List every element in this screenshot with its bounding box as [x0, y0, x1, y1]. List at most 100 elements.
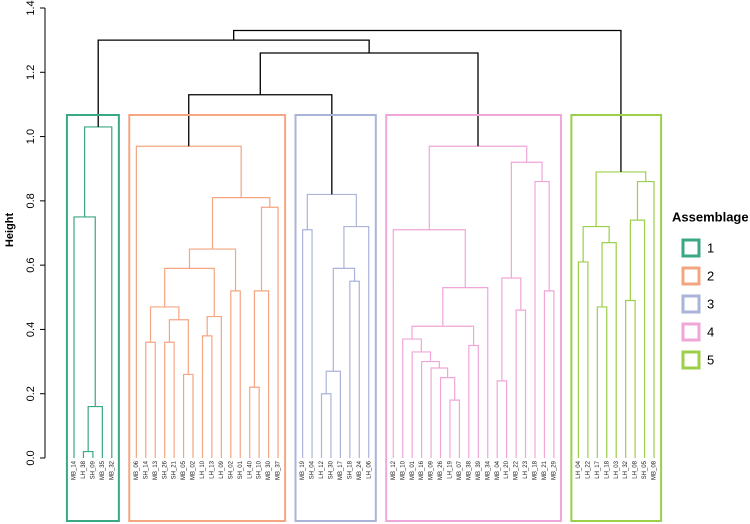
legend-title: Assemblage [672, 209, 749, 224]
leaf-label: MB_37 [276, 460, 282, 480]
y-tick-label: 1.2 [25, 65, 37, 80]
dendrogram-merge [515, 309, 527, 458]
dendrogram-merge [168, 319, 189, 375]
y-axis-label: Height [4, 213, 16, 248]
dendrogram-merge [306, 193, 357, 230]
dendrogram-merge [392, 229, 466, 458]
dendrogram-merge [510, 161, 543, 278]
dendrogram-merge [164, 267, 215, 317]
dendrogram-merge [439, 377, 456, 458]
dendrogram-merge [182, 373, 194, 458]
leaf-label: MB_04 [495, 460, 501, 480]
leaf-label: MB_05 [181, 460, 187, 480]
leaf-label: LH_10 [200, 460, 206, 478]
dendrogram-merge [149, 306, 180, 343]
leaf-label: MB_26 [438, 460, 444, 480]
leaf-label: LH_20 [504, 460, 510, 478]
dendrogram-merge [534, 180, 550, 458]
dendrogram-merge [97, 39, 370, 127]
leaf-label: SH_18 [347, 460, 353, 479]
dendrogram-merge [577, 261, 589, 458]
dendrogram-merge [595, 171, 647, 227]
y-tick-label: 0.8 [25, 193, 37, 208]
dendrogram-merge [332, 267, 356, 372]
legend-label: 3 [707, 296, 714, 311]
leaf-label: SH_04 [310, 460, 316, 479]
leaf-label: MB_19 [300, 460, 306, 480]
leaf-label: MB_07 [457, 460, 463, 480]
leaf-label: MB_21 [542, 460, 548, 480]
leaf-label: LH_23 [523, 460, 529, 478]
leaf-label: MB_12 [391, 460, 397, 480]
leaf-label: MB_10 [400, 460, 406, 480]
dendrogram-merge [145, 341, 156, 458]
leaf-label: MB_16 [419, 460, 425, 480]
dendrogram-merge [625, 299, 636, 458]
leaf-label: LH_32 [623, 460, 629, 478]
dendrogram-merge [411, 351, 432, 458]
dendrogram-merge [596, 306, 608, 458]
y-tick-label: 0.2 [25, 386, 37, 401]
legend-label: 2 [707, 268, 714, 283]
leaf-label: LH_12 [319, 460, 325, 478]
dendrogram-merge [430, 367, 449, 458]
dendrogram-merge [601, 242, 617, 458]
dendrogram-merge [135, 145, 242, 458]
dendrogram-merge [201, 335, 213, 458]
leaf-label: MB_14 [72, 460, 78, 480]
leaf-label: LH_22 [585, 460, 591, 478]
dendrogram-merge [301, 229, 313, 458]
dendrogram-merge [206, 315, 222, 458]
leaf-label: MB_08 [652, 460, 658, 480]
legend-swatch [681, 350, 701, 370]
dendrogram-merge [629, 219, 646, 458]
dendrogram-merge [442, 287, 489, 458]
leaf-label: LH_40 [247, 460, 253, 478]
dendrogram-merge [211, 197, 271, 250]
leaf-label: MB_30 [266, 460, 272, 480]
leaf-label: MB_38 [466, 460, 472, 480]
leaf-label: LH_09 [219, 460, 225, 478]
dendrogram-merge [230, 290, 241, 458]
group-box [385, 114, 562, 522]
legend-label: 4 [707, 324, 714, 339]
dendrogram-merge [320, 393, 332, 458]
dendrogram-merge [253, 290, 270, 458]
leaf-label: LH_18 [604, 460, 610, 478]
group-box [294, 114, 377, 522]
leaf-label: MB_06 [134, 460, 140, 480]
legend-label: 1 [707, 240, 714, 255]
leaf-label: MB_22 [514, 460, 520, 480]
leaf-label: MB_17 [338, 460, 344, 480]
leaf-label: SH_26 [162, 460, 168, 479]
leaf-label: LH_04 [576, 460, 582, 478]
leaf-label: SH_30 [329, 460, 335, 479]
dendrogram-merge [249, 386, 260, 458]
leaf-label: MB_02 [191, 460, 197, 480]
leaf-label: SH_21 [172, 460, 178, 479]
legend-swatch [681, 238, 701, 258]
dendrogram-merge [260, 206, 279, 458]
dendrogram-merge [468, 344, 479, 458]
group-box [128, 114, 287, 522]
dendrogram-merge [82, 450, 94, 458]
dendrogram-merge [188, 94, 333, 195]
dendrogram-merge [259, 52, 479, 147]
dendrogram-merge [636, 180, 655, 458]
legend-swatch [681, 294, 701, 314]
leaf-label: MB_34 [485, 460, 491, 480]
leaf-label: MB_09 [429, 460, 435, 480]
leaf-label: LH_13 [209, 460, 215, 478]
y-tick-label: 0.6 [25, 257, 37, 272]
leaf-label: SH_14 [143, 460, 149, 479]
dendrogram-merge [428, 145, 528, 230]
leaf-label: MB_24 [357, 460, 363, 480]
leaf-label: SH_01 [238, 460, 244, 479]
legend-swatch [681, 322, 701, 342]
leaf-label: LH_17 [595, 460, 601, 478]
leaf-label: LH_03 [614, 460, 620, 478]
leaf-label: SH_05 [642, 460, 648, 479]
dendrogram-merge [73, 216, 96, 458]
dendrogram-merge [501, 277, 522, 381]
leaf-label: MB_29 [551, 460, 557, 480]
